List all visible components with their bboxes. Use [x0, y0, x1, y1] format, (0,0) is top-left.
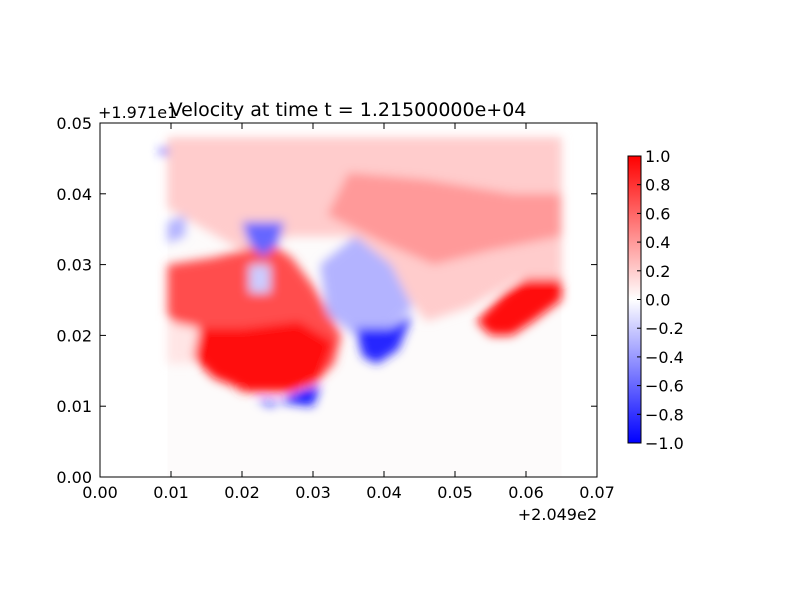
field-region-8 [242, 222, 285, 258]
x-offset-label: +2.049e2 [518, 505, 597, 524]
field-region-11 [167, 321, 200, 364]
y-offset-label: +1.971e1 [98, 103, 177, 122]
colorbar-tick-label: 0.4 [645, 233, 670, 252]
colorbar-tick-label: 0.6 [645, 204, 670, 223]
field-region-10 [249, 264, 271, 293]
colorbar-tick-label: 1.0 [645, 147, 670, 166]
x-axis: 0.00 0.01 0.02 0.03 0.04 0.05 0.06 0.07 [82, 123, 615, 502]
field-region-1 [327, 172, 562, 265]
x-tick-label: 0.05 [437, 483, 473, 502]
colorbar-tick-label: 0.0 [645, 291, 670, 310]
field-regions [160, 137, 562, 407]
colorbar-tick-label: 0.2 [645, 262, 670, 281]
colorbar-tick-label: 0.8 [645, 176, 670, 195]
x-tick-label: 0.02 [224, 483, 260, 502]
y-axis: 0.00 0.01 0.02 0.03 0.04 0.05 [56, 114, 597, 487]
colorbar-tick-label: −0.4 [645, 348, 684, 367]
chart-title: Velocity at time t = 1.21500000e+04 [170, 99, 527, 121]
x-tick-label: 0.07 [579, 483, 615, 502]
velocity-field [160, 137, 562, 477]
plot-area: 0.00 0.01 0.02 0.03 0.04 0.05 0.06 0.07 0.000.0… [56, 103, 614, 524]
field-region-5 [320, 236, 413, 336]
x-tick-label: 0.04 [366, 483, 402, 502]
y-tick-label: 0.04 [56, 185, 92, 204]
colorbar-tick-label: −0.2 [645, 319, 684, 338]
field-region-6 [355, 314, 413, 364]
plot-frame [99, 122, 598, 478]
field-region-12 [160, 147, 168, 155]
y-tick-label: 0.03 [56, 256, 92, 275]
y-tick-label: 0.02 [56, 326, 92, 345]
field-region-7 [256, 385, 321, 407]
x-tick-label: 0.03 [295, 483, 331, 502]
colorbar-tick-label: −0.8 [645, 405, 684, 424]
colorbar: −1.0 −0.8 −0.6 −0.4 −0.2 0.0 0.2 0.4 0.6 0.8 1.0 [627, 147, 684, 453]
colorbar-tick-label: −0.6 [645, 377, 684, 396]
field-region-3 [185, 321, 335, 392]
colorbar-tick-label: −1.0 [645, 434, 684, 453]
y-tick-label: 0.00 [56, 468, 92, 487]
x-tick-label: 0.06 [508, 483, 544, 502]
field-region-4 [476, 278, 562, 336]
field-region-9 [167, 215, 186, 244]
y-tick-label: 0.01 [56, 397, 92, 416]
x-tick-label: 0.01 [153, 483, 189, 502]
y-tick-label: 0.05 [56, 114, 92, 133]
colorbar-ticks: −1.0 −0.8 −0.6 −0.4 −0.2 0.0 0.2 0.4 0.6 0.8 1.0 [637, 147, 684, 453]
x-tick-label: 0.00 [82, 483, 118, 502]
